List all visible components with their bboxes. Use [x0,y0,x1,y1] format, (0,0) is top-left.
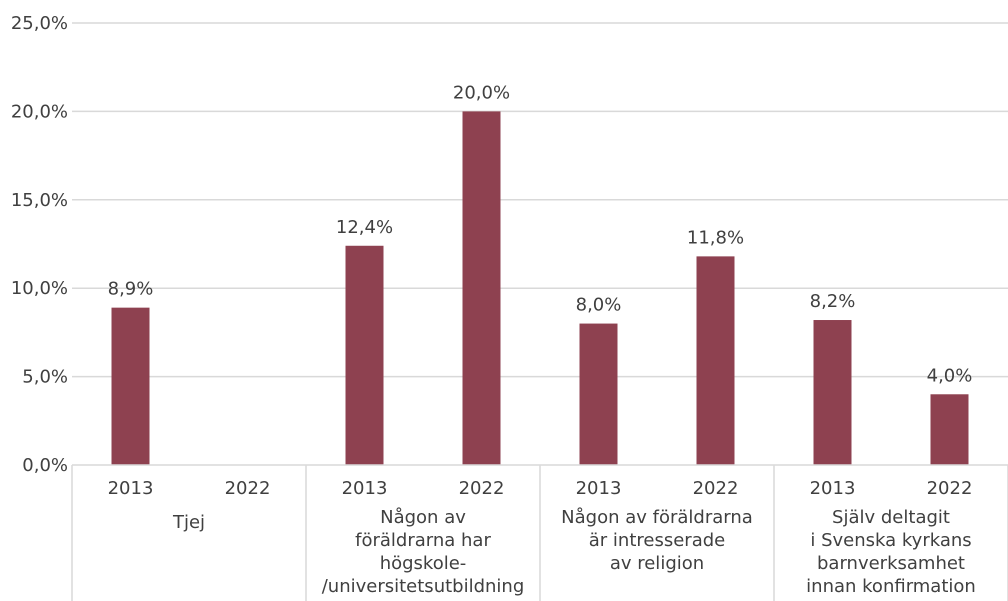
x-tick-label: 2022 [927,478,973,499]
data-label: 12,4% [336,217,393,238]
bars [111,111,969,466]
y-axis-ticks: 0,0% 5,0% 10,0% 15,0% 20,0% 25,0% [11,13,68,476]
group-label: föräldrarna har [355,530,491,551]
bar [345,245,384,465]
x-tick-label: 2013 [108,478,154,499]
y-tick-label: 15,0% [11,190,68,211]
x-tick-label: 2013 [576,478,622,499]
bar [930,394,969,465]
group-label: är intresserade [589,530,725,551]
data-label: 8,9% [108,279,154,300]
bar [462,111,501,466]
y-tick-label: 5,0% [22,367,68,388]
data-label: 8,2% [810,291,856,312]
y-tick-label: 20,0% [11,101,68,122]
x-tick-label: 2013 [342,478,388,499]
y-tick-label: 25,0% [11,13,68,34]
group-label: Någon av föräldrarna [561,507,753,528]
gridlines [72,22,1008,378]
bar [111,307,150,465]
x-tick-label: 2022 [225,478,271,499]
x-axis: 2013 2022 Tjej 2013 2022 Någon avföräldrarna … [71,464,1008,601]
y-tick-label: 0,0% [22,455,68,476]
group-label: av religion [610,553,704,574]
data-label: 20,0% [453,82,510,103]
group-label: innan konfirmation [806,576,976,597]
bar [696,256,735,465]
bar [579,323,618,465]
group-label: Tjej [172,512,205,533]
group-label: Någon av [380,507,466,528]
group-label: högskole- [380,553,467,574]
x-tick-label: 2013 [810,478,856,499]
data-label: 4,0% [927,365,973,386]
group-label: i Svenska kyrkans [810,530,971,551]
data-labels: 8,9% 12,4% 20,0% 8,0% 11,8% 8,2% 4,0% [108,82,973,386]
data-label: 8,0% [576,295,622,316]
y-tick-label: 10,0% [11,278,68,299]
bar [813,320,852,465]
group-label: /universitetsutbildning [322,576,525,597]
x-tick-label: 2022 [693,478,739,499]
group-label: barnverksamhet [817,553,965,574]
x-tick-label: 2022 [459,478,505,499]
group-label: Själv deltagit [832,507,950,528]
data-label: 11,8% [687,227,744,248]
